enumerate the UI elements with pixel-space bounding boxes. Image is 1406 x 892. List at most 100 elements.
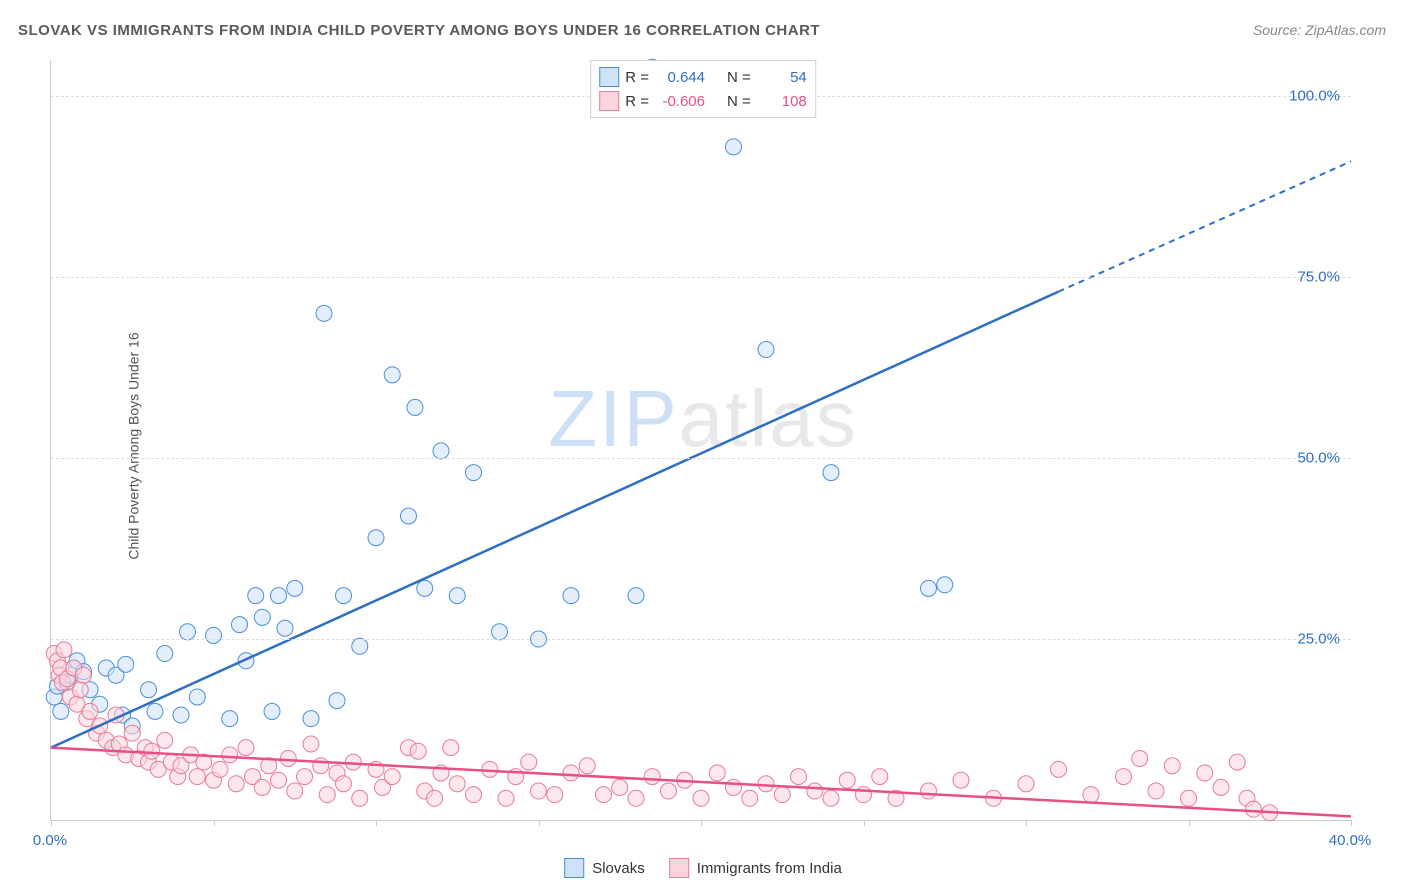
scatter-point xyxy=(498,790,514,806)
scatter-point xyxy=(1132,750,1148,766)
scatter-point xyxy=(839,772,855,788)
scatter-point xyxy=(157,732,173,748)
y-tick-label: 100.0% xyxy=(1289,88,1340,105)
correlation-stats-box: R =0.644N =54R =-0.606N =108 xyxy=(590,60,816,118)
scatter-point xyxy=(180,624,196,640)
scatter-point xyxy=(807,783,823,799)
y-tick-label: 75.0% xyxy=(1297,269,1340,286)
scatter-point xyxy=(921,580,937,596)
legend-label: Slovaks xyxy=(592,860,645,877)
scatter-point xyxy=(823,465,839,481)
scatter-point xyxy=(271,772,287,788)
scatter-point xyxy=(222,747,238,763)
scatter-point xyxy=(1083,787,1099,803)
scatter-point xyxy=(644,769,660,785)
legend-swatch xyxy=(599,67,619,87)
scatter-point xyxy=(384,367,400,383)
legend-swatch xyxy=(669,858,689,878)
scatter-point xyxy=(1229,754,1245,770)
plot-area xyxy=(50,60,1351,821)
scatter-point xyxy=(953,772,969,788)
scatter-point xyxy=(144,743,160,759)
scatter-point xyxy=(287,580,303,596)
scatter-point xyxy=(147,703,163,719)
stats-n-value: 54 xyxy=(757,69,807,86)
scatter-point xyxy=(277,620,293,636)
chart-svg xyxy=(51,60,1351,820)
scatter-point xyxy=(410,743,426,759)
scatter-point xyxy=(466,787,482,803)
scatter-point xyxy=(313,758,329,774)
x-tick xyxy=(1189,820,1190,826)
stats-r-label: R = xyxy=(625,69,649,86)
scatter-point xyxy=(141,682,157,698)
x-tick xyxy=(214,820,215,826)
y-tick-label: 25.0% xyxy=(1297,631,1340,648)
scatter-point xyxy=(336,588,352,604)
stats-r-label: R = xyxy=(625,93,649,110)
scatter-point xyxy=(222,711,238,727)
scatter-point xyxy=(1051,761,1067,777)
scatter-point xyxy=(56,642,72,658)
scatter-point xyxy=(726,139,742,155)
stats-row: R = 0.644 N = 54 xyxy=(599,65,807,89)
scatter-point xyxy=(82,703,98,719)
scatter-point xyxy=(1164,758,1180,774)
scatter-point xyxy=(612,779,628,795)
stats-n-label: N = xyxy=(727,69,751,86)
legend-item: Slovaks xyxy=(564,858,645,878)
scatter-point xyxy=(329,693,345,709)
source-attribution: Source: ZipAtlas.com xyxy=(1253,22,1386,38)
x-tick xyxy=(1351,820,1352,826)
scatter-point xyxy=(238,740,254,756)
legend-label: Immigrants from India xyxy=(697,860,842,877)
scatter-point xyxy=(449,588,465,604)
scatter-point xyxy=(401,508,417,524)
stats-r-value: -0.606 xyxy=(655,93,705,110)
x-tick xyxy=(864,820,865,826)
scatter-point xyxy=(1213,779,1229,795)
scatter-point xyxy=(872,769,888,785)
scatter-point xyxy=(742,790,758,806)
scatter-point xyxy=(791,769,807,785)
scatter-point xyxy=(774,787,790,803)
scatter-point xyxy=(427,790,443,806)
scatter-point xyxy=(1018,776,1034,792)
scatter-point xyxy=(352,790,368,806)
scatter-point xyxy=(76,667,92,683)
series-legend: Slovaks Immigrants from India xyxy=(564,858,842,878)
scatter-point xyxy=(921,783,937,799)
scatter-point xyxy=(443,740,459,756)
scatter-point xyxy=(1116,769,1132,785)
gridline xyxy=(51,639,1351,640)
scatter-point xyxy=(303,736,319,752)
scatter-point xyxy=(368,530,384,546)
scatter-point xyxy=(72,682,88,698)
scatter-point xyxy=(1197,765,1213,781)
scatter-point xyxy=(661,783,677,799)
gridline xyxy=(51,277,1351,278)
stats-r-value: 0.644 xyxy=(655,69,705,86)
scatter-point xyxy=(384,769,400,785)
scatter-point xyxy=(254,779,270,795)
scatter-point xyxy=(531,783,547,799)
scatter-point xyxy=(271,588,287,604)
scatter-point xyxy=(628,588,644,604)
scatter-point xyxy=(124,725,140,741)
scatter-point xyxy=(248,588,264,604)
trend-line xyxy=(51,292,1059,748)
x-tick xyxy=(51,820,52,826)
x-tick-label: 40.0% xyxy=(1329,832,1372,849)
scatter-point xyxy=(352,638,368,654)
scatter-point xyxy=(407,399,423,415)
scatter-point xyxy=(280,750,296,766)
scatter-point xyxy=(336,776,352,792)
scatter-point xyxy=(547,787,563,803)
scatter-point xyxy=(823,790,839,806)
x-tick xyxy=(701,820,702,826)
scatter-point xyxy=(264,703,280,719)
scatter-point xyxy=(232,617,248,633)
scatter-point xyxy=(579,758,595,774)
scatter-point xyxy=(492,624,508,640)
scatter-point xyxy=(297,769,313,785)
